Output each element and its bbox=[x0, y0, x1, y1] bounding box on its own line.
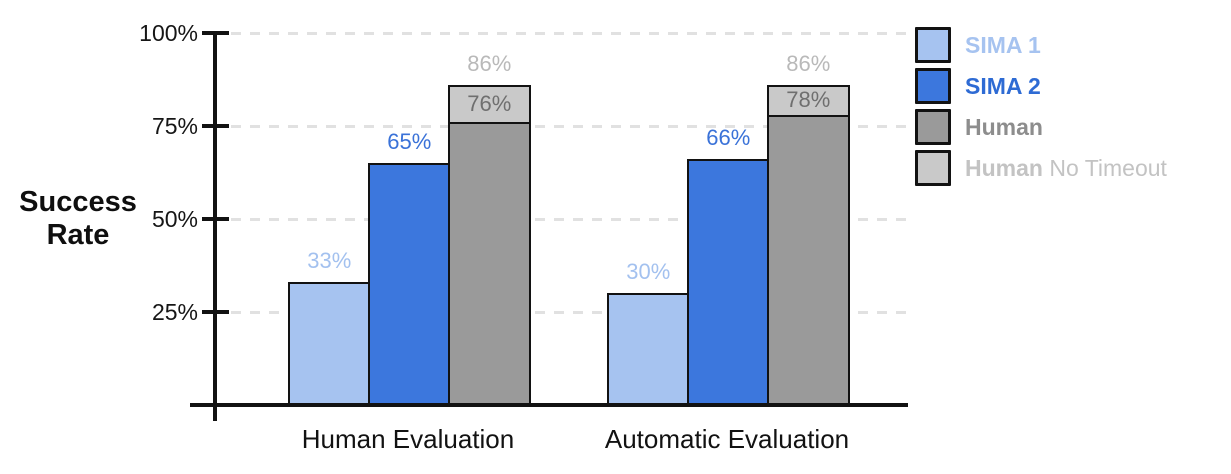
y-tick-label-100: 100% bbox=[139, 20, 198, 46]
gridline-50 bbox=[231, 217, 910, 221]
y-axis-title-line2: Rate bbox=[46, 219, 110, 251]
bar-human-0 bbox=[448, 122, 531, 407]
y-tick-label-25: 25% bbox=[151, 299, 198, 325]
gridline-25 bbox=[231, 310, 910, 314]
x-category-label-1: Automatic Evaluation bbox=[604, 424, 850, 454]
bar-sima1-1 bbox=[607, 293, 690, 407]
human-swatch bbox=[915, 109, 951, 145]
sima1-swatch bbox=[915, 27, 951, 63]
legend-label-human: Human bbox=[965, 113, 1043, 140]
y-axis-title-line1: Success bbox=[19, 186, 137, 218]
y-axis-line bbox=[213, 31, 217, 421]
legend-label-human-no-timeout-rest: No Timeout bbox=[1042, 154, 1167, 181]
x-category-label-0: Human Evaluation bbox=[301, 424, 515, 454]
x-axis-line bbox=[190, 403, 908, 407]
y-tick-label-50: 50% bbox=[151, 206, 198, 232]
legend-label-human-no-timeout: Human No Timeout bbox=[965, 155, 1167, 182]
value-label-sima2-0: 65% bbox=[387, 129, 432, 155]
legend-item-human-no-timeout: Human No Timeout bbox=[915, 150, 1167, 186]
legend-item-human: Human bbox=[915, 109, 1167, 145]
human-no-timeout-swatch bbox=[915, 150, 951, 186]
value-label-no-timeout-1: 86% bbox=[786, 51, 831, 77]
value-label-human-0: 76% bbox=[467, 90, 512, 116]
bar-human-1 bbox=[767, 114, 850, 407]
legend-label-human-no-timeout-bold: Human bbox=[965, 154, 1043, 181]
legend-label-sima1: SIMA 1 bbox=[965, 31, 1041, 58]
legend-item-sima2: SIMA 2 bbox=[915, 68, 1167, 104]
gridline-100 bbox=[231, 31, 910, 35]
legend-item-sima1: SIMA 1 bbox=[915, 27, 1167, 63]
value-label-human-1: 78% bbox=[786, 86, 831, 112]
bar-sima2-1 bbox=[687, 159, 770, 407]
legend: SIMA 1 SIMA 2 Human Human No Timeout bbox=[915, 27, 1167, 191]
y-axis-title: Success Rate bbox=[0, 186, 156, 252]
value-label-sima1-0: 33% bbox=[307, 248, 352, 274]
y-tick-label-75: 75% bbox=[151, 113, 198, 139]
value-label-no-timeout-0: 86% bbox=[467, 51, 512, 77]
bar-sima2-0 bbox=[368, 163, 451, 407]
value-label-sima1-1: 30% bbox=[626, 259, 671, 285]
gridline-75 bbox=[231, 124, 910, 128]
bar-sima1-0 bbox=[288, 282, 371, 407]
sima2-swatch bbox=[915, 68, 951, 104]
legend-label-sima2: SIMA 2 bbox=[965, 72, 1041, 99]
value-label-sima2-1: 66% bbox=[706, 125, 751, 151]
